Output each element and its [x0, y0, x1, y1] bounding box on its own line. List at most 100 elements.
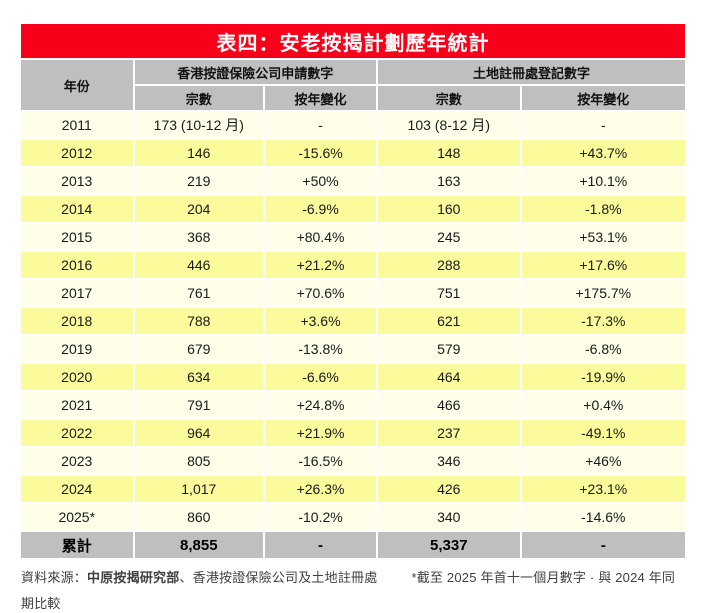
table-row: 2014 204 -6.9% 160 -1.8% — [21, 196, 685, 222]
cell-land-yoy: +43.7% — [521, 140, 685, 166]
cell-year: 2019 — [21, 336, 133, 362]
header-year: 年份 — [21, 60, 133, 110]
cell-hkmc-yoy: -10.2% — [265, 504, 376, 530]
cell-hkmc-cases: 173 (10-12 月) — [134, 112, 264, 138]
cell-year: 2015 — [21, 224, 133, 250]
table-row: 2023 805 -16.5% 346 +46% — [21, 448, 685, 474]
cell-land-yoy: -14.6% — [521, 504, 685, 530]
cell-land-cases: 579 — [377, 336, 520, 362]
table-body: 2011 173 (10-12 月) -103 (8-12 月) -2012 146 -1… — [21, 112, 685, 558]
table-title: 表四：安老按揭計劃歷年統計 — [216, 32, 490, 55]
cell-hkmc-cases: 634 — [134, 364, 264, 390]
table-row: 2017 761 +70.6% 751 +175.7% — [21, 280, 685, 306]
header-group-land: 土地註冊處登記數字 — [377, 60, 685, 84]
cell-land-cases: 5,337 — [377, 532, 520, 558]
cell-hkmc-cases: 8,855 — [134, 532, 264, 558]
cell-land-cases: 466 — [377, 392, 520, 418]
cell-land-cases: 340 — [377, 504, 520, 530]
cell-hkmc-yoy: +24.8% — [265, 392, 376, 418]
cell-hkmc-yoy: +50% — [265, 168, 376, 194]
cell-year: 2024 — [21, 476, 133, 502]
cell-year: 2021 — [21, 392, 133, 418]
cell-hkmc-yoy: -13.8% — [265, 336, 376, 362]
cell-land-cases: 751 — [377, 280, 520, 306]
cell-land-cases: 160 — [377, 196, 520, 222]
table-row: 2024 1,017 +26.3% 426 +23.1% — [21, 476, 685, 502]
cell-land-cases: 426 — [377, 476, 520, 502]
table-row: 2022 964 +21.9% 237 -49.1% — [21, 420, 685, 446]
cell-land-cases: 346 — [377, 448, 520, 474]
cell-land-cases: 245 — [377, 224, 520, 250]
table-row: 2025* 860 -10.2% 340 -14.6% — [21, 504, 685, 530]
cell-land-yoy: -19.9% — [521, 364, 685, 390]
table-row: 2020 634 -6.6% 464 -19.9% — [21, 364, 685, 390]
cell-land-yoy: -49.1% — [521, 420, 685, 446]
cell-hkmc-yoy: - — [265, 532, 376, 558]
header-hkmc-yoy: 按年變化 — [265, 86, 376, 110]
cell-hkmc-yoy: +3.6% — [265, 308, 376, 334]
cell-hkmc-cases: 204 — [134, 196, 264, 222]
cell-land-yoy: - — [521, 112, 685, 138]
cell-hkmc-yoy: -15.6% — [265, 140, 376, 166]
header-land-yoy: 按年變化 — [521, 86, 685, 110]
cell-year: 2018 — [21, 308, 133, 334]
table-row: 2011 173 (10-12 月) -103 (8-12 月) - — [21, 112, 685, 138]
cell-land-cases: 148 — [377, 140, 520, 166]
cell-land-yoy: -6.8% — [521, 336, 685, 362]
cell-hkmc-cases: 679 — [134, 336, 264, 362]
cell-hkmc-cases: 1,017 — [134, 476, 264, 502]
cell-land-yoy: - — [521, 532, 685, 558]
cell-year: 2014 — [21, 196, 133, 222]
cell-hkmc-cases: 860 — [134, 504, 264, 530]
cell-hkmc-yoy: +21.2% — [265, 252, 376, 278]
cell-year: 2012 — [21, 140, 133, 166]
cell-hkmc-yoy: +80.4% — [265, 224, 376, 250]
cell-hkmc-cases: 446 — [134, 252, 264, 278]
table-row: 2021 791 +24.8% 466 +0.4% — [21, 392, 685, 418]
cell-year: 2025* — [21, 504, 133, 530]
table-row: 2015 368 +80.4% 245 +53.1% — [21, 224, 685, 250]
cell-hkmc-cases: 368 — [134, 224, 264, 250]
cell-hkmc-yoy: +26.3% — [265, 476, 376, 502]
table-row: 2012 146 -15.6% 148 +43.7% — [21, 140, 685, 166]
cell-land-cases: 163 — [377, 168, 520, 194]
cell-year: 2023 — [21, 448, 133, 474]
cell-year: 累計 — [21, 532, 133, 558]
header-group-row: 年份 香港按證保險公司申請數字 土地註冊處登記數字 — [21, 60, 685, 110]
cell-hkmc-yoy: +70.6% — [265, 280, 376, 306]
table-row: 2019 679 -13.8% 579 -6.8% — [21, 336, 685, 362]
header-land-cases: 宗數 — [377, 86, 520, 110]
cell-land-yoy: +0.4% — [521, 392, 685, 418]
statistics-table: 年份 香港按證保險公司申請數字 土地註冊處登記數字 宗數 按年變化 宗數 按年變… — [19, 58, 687, 560]
cell-year: 2022 — [21, 420, 133, 446]
cell-land-cases: 288 — [377, 252, 520, 278]
cell-land-yoy: +17.6% — [521, 252, 685, 278]
cell-land-yoy: +175.7% — [521, 280, 685, 306]
table-header: 年份 香港按證保險公司申請數字 土地註冊處登記數字 宗數 按年變化 宗數 按年變… — [21, 60, 685, 110]
cell-land-cases: 464 — [377, 364, 520, 390]
cell-hkmc-cases: 964 — [134, 420, 264, 446]
cell-year: 2013 — [21, 168, 133, 194]
footer-note: 資料來源：中原按揭研究部、香港按證保險公司及土地註冊處 *截至 2025 年首十一… — [21, 565, 685, 613]
cell-hkmc-cases: 805 — [134, 448, 264, 474]
cell-land-cases: 621 — [377, 308, 520, 334]
cell-hkmc-yoy: -6.6% — [265, 364, 376, 390]
cell-hkmc-cases: 761 — [134, 280, 264, 306]
cell-land-cases: 103 (8-12 月) — [377, 112, 520, 138]
table-row: 2016 446 +21.2% 288 +17.6% — [21, 252, 685, 278]
cell-hkmc-cases: 219 — [134, 168, 264, 194]
cell-land-yoy: -17.3% — [521, 308, 685, 334]
cell-hkmc-yoy: - — [265, 112, 376, 138]
cell-year: 2020 — [21, 364, 133, 390]
source-label: 資料來源： — [21, 570, 88, 585]
cell-land-cases: 237 — [377, 420, 520, 446]
table-title-bar: 表四：安老按揭計劃歷年統計 — [21, 24, 685, 58]
cell-hkmc-yoy: -6.9% — [265, 196, 376, 222]
cell-land-yoy: +46% — [521, 448, 685, 474]
cell-land-yoy: +53.1% — [521, 224, 685, 250]
cell-land-yoy: +23.1% — [521, 476, 685, 502]
header-group-hkmc: 香港按證保險公司申請數字 — [134, 60, 376, 84]
header-hkmc-cases: 宗數 — [134, 86, 264, 110]
cell-land-yoy: -1.8% — [521, 196, 685, 222]
